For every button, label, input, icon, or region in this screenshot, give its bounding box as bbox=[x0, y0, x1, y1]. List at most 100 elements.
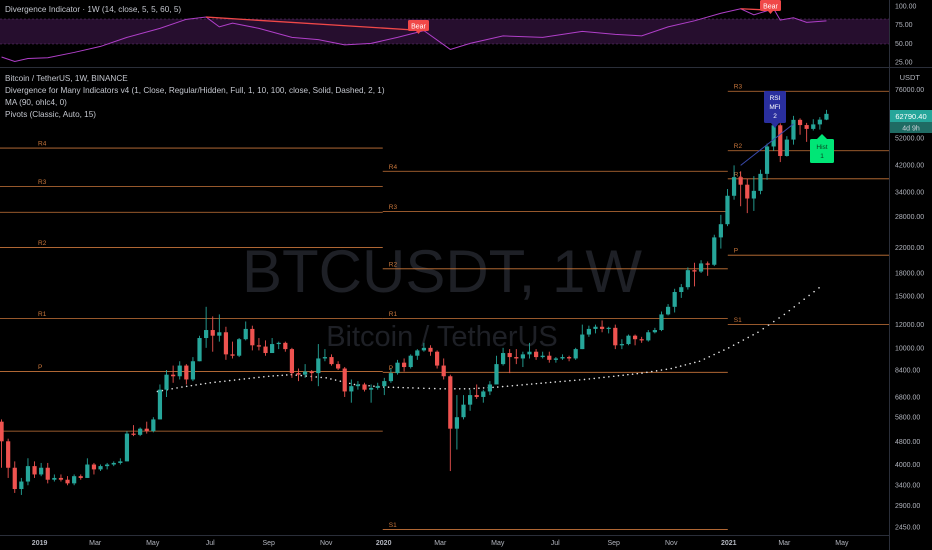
candle-body bbox=[382, 381, 387, 387]
candle-body bbox=[263, 346, 268, 354]
ma-dot bbox=[444, 387, 446, 390]
candle-body bbox=[250, 328, 255, 346]
time-axis-tick: 2020 bbox=[376, 540, 392, 547]
candle-body bbox=[421, 347, 427, 351]
ma-dot bbox=[803, 298, 805, 301]
ma-dot bbox=[588, 378, 591, 380]
time-axis-tick: Mar bbox=[778, 540, 791, 547]
ma-dot bbox=[368, 384, 370, 387]
ma-dot bbox=[348, 382, 351, 385]
ma-dot bbox=[598, 377, 600, 379]
candle-body bbox=[12, 467, 17, 490]
rsi-mfi-label: RSI MFI 2 bbox=[764, 91, 786, 128]
candle-body bbox=[494, 364, 499, 385]
ma-dot bbox=[392, 386, 395, 389]
ma-dot bbox=[569, 379, 571, 382]
ma-dot bbox=[670, 367, 673, 370]
candle-body bbox=[764, 146, 770, 174]
candle-body bbox=[190, 361, 196, 380]
divergence-legend[interactable]: Divergence for Many Indicators v4 (1, Cl… bbox=[5, 86, 385, 95]
price-axis-tick: 2450.00 bbox=[895, 524, 920, 531]
candle-body bbox=[388, 373, 394, 382]
price-axis-tick: 42000.00 bbox=[895, 163, 924, 170]
ma-dot bbox=[698, 360, 701, 363]
price-axis-tick: 6800.00 bbox=[895, 394, 920, 401]
candle-body bbox=[316, 358, 321, 374]
time-axis[interactable]: 2019 Mar May Jul Sep Nov 2020 Mar May Jul Sep Nov 20… bbox=[32, 540, 849, 547]
price-axis-tick: 18000.00 bbox=[895, 270, 924, 277]
ma-dot bbox=[713, 353, 715, 356]
candle-body bbox=[6, 441, 11, 468]
ma-dot bbox=[540, 382, 542, 385]
candle-body bbox=[105, 464, 110, 467]
ma-dot bbox=[798, 302, 801, 304]
candle-body bbox=[672, 292, 677, 307]
candle-body bbox=[0, 421, 4, 442]
candle-body bbox=[626, 335, 631, 345]
ma-dot bbox=[330, 378, 332, 380]
candle-body bbox=[98, 466, 103, 470]
ma-dot bbox=[631, 373, 634, 375]
ma-dot bbox=[407, 386, 409, 389]
candle-body bbox=[500, 353, 506, 365]
time-axis-tick: May bbox=[835, 540, 849, 547]
last-price-value: 62790.40 bbox=[895, 112, 926, 121]
ma-dot bbox=[228, 379, 231, 382]
ma-dot bbox=[757, 331, 759, 334]
ma-dot bbox=[526, 383, 528, 386]
candle-body bbox=[547, 355, 552, 360]
ma-dot bbox=[402, 386, 404, 389]
candle-body bbox=[322, 357, 328, 359]
price-axis-tick: 28000.00 bbox=[895, 214, 924, 221]
ma-dot bbox=[209, 381, 212, 384]
ma-dot bbox=[732, 344, 735, 347]
pivot-label: P bbox=[38, 364, 42, 371]
ma-dot bbox=[433, 387, 436, 390]
ma-dot bbox=[248, 377, 250, 380]
candle-body bbox=[652, 330, 657, 333]
price-axis-tick: 52000.00 bbox=[895, 135, 924, 142]
time-axis-tick: Mar bbox=[434, 540, 447, 547]
ma-dot bbox=[454, 387, 456, 390]
indicator-title[interactable]: Divergence Indicator · 1W (14, close, 5,… bbox=[5, 5, 182, 14]
candle-body bbox=[52, 477, 57, 480]
candle-body bbox=[613, 327, 618, 346]
ma-dot bbox=[463, 387, 466, 390]
pivot-label: R4 bbox=[38, 141, 47, 148]
ma-dot bbox=[171, 388, 173, 390]
ma-dot bbox=[373, 385, 375, 387]
pivot-label: R2 bbox=[734, 143, 743, 150]
pivots-legend[interactable]: Pivots (Classic, Auto, 15) bbox=[5, 110, 97, 119]
candle-body bbox=[217, 332, 222, 336]
candle-body bbox=[804, 125, 809, 129]
pivot-label: R1 bbox=[38, 311, 47, 318]
ma-legend[interactable]: MA (90, ohlc4, 0) bbox=[5, 98, 67, 107]
candle-body bbox=[45, 467, 50, 480]
price-axis-tick: 5800.00 bbox=[895, 415, 920, 422]
last-price-badge[interactable]: 62790.40 4d 9h bbox=[890, 110, 932, 133]
ma-dot bbox=[646, 371, 648, 374]
price-axis[interactable]: 76000.0062000.0052000.0042000.0034000.00… bbox=[895, 87, 924, 531]
time-axis-tick: Jul bbox=[206, 540, 215, 547]
ma-dot bbox=[243, 378, 246, 380]
rsi-axis: 100.00 75.00 50.00 25.00 bbox=[895, 3, 917, 66]
time-axis-tick: Nov bbox=[320, 540, 333, 547]
countdown-value: 4d 9h bbox=[902, 126, 920, 133]
symbol-legend[interactable]: Bitcoin / TetherUS, 1W, BINANCE bbox=[5, 74, 128, 83]
candle-body bbox=[593, 326, 598, 329]
candle-body bbox=[751, 190, 756, 199]
ma-dot bbox=[492, 386, 494, 389]
ma-dot bbox=[718, 351, 720, 354]
time-axis-tick: May bbox=[491, 540, 505, 547]
candle-body bbox=[428, 347, 433, 352]
price-axis-tick: 8400.00 bbox=[895, 368, 920, 375]
pivot-label: R3 bbox=[734, 84, 743, 91]
bear-label-text: Bear bbox=[411, 24, 426, 31]
ma-dot bbox=[458, 387, 461, 390]
rsi-mfi-label-line: MFI bbox=[769, 104, 780, 111]
ma-dot bbox=[675, 366, 677, 369]
ma-dot bbox=[285, 374, 288, 376]
candle-body bbox=[646, 332, 651, 341]
